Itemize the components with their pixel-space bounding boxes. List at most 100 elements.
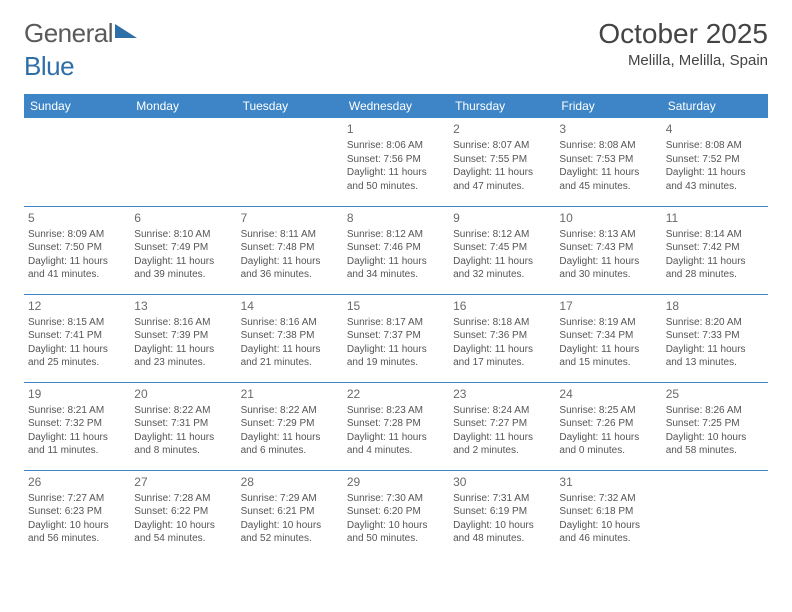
calendar-day-cell: 10Sunrise: 8:13 AMSunset: 7:43 PMDayligh… bbox=[555, 206, 661, 294]
day-info-line: Sunset: 7:46 PM bbox=[347, 241, 445, 255]
calendar-day-cell: 22Sunrise: 8:23 AMSunset: 7:28 PMDayligh… bbox=[343, 382, 449, 470]
day-info-line: Daylight: 10 hours bbox=[453, 519, 551, 533]
day-info-line: and 39 minutes. bbox=[134, 268, 232, 282]
day-info-line: Sunrise: 8:11 AM bbox=[241, 228, 339, 242]
day-info-line: and 36 minutes. bbox=[241, 268, 339, 282]
day-info-line: Sunset: 7:26 PM bbox=[559, 417, 657, 431]
calendar-day-cell: 5Sunrise: 8:09 AMSunset: 7:50 PMDaylight… bbox=[24, 206, 130, 294]
calendar-week-row: 12Sunrise: 8:15 AMSunset: 7:41 PMDayligh… bbox=[24, 294, 768, 382]
day-info-line: Daylight: 11 hours bbox=[347, 343, 445, 357]
calendar-day-cell: 20Sunrise: 8:22 AMSunset: 7:31 PMDayligh… bbox=[130, 382, 236, 470]
day-info-line: Daylight: 11 hours bbox=[559, 431, 657, 445]
day-info-line: Sunrise: 7:28 AM bbox=[134, 492, 232, 506]
day-info-line: and 34 minutes. bbox=[347, 268, 445, 282]
month-title: October 2025 bbox=[598, 18, 768, 50]
day-number: 23 bbox=[453, 386, 551, 402]
day-info-line: Daylight: 10 hours bbox=[666, 431, 764, 445]
day-info-line: Daylight: 11 hours bbox=[241, 343, 339, 357]
calendar-day-cell: 30Sunrise: 7:31 AMSunset: 6:19 PMDayligh… bbox=[449, 470, 555, 558]
weekday-header: Saturday bbox=[662, 94, 768, 118]
day-info-line: and 45 minutes. bbox=[559, 180, 657, 194]
day-info-line: and 50 minutes. bbox=[347, 532, 445, 546]
day-info-line: and 41 minutes. bbox=[28, 268, 126, 282]
day-info-line: and 52 minutes. bbox=[241, 532, 339, 546]
day-info-line: Sunset: 7:56 PM bbox=[347, 153, 445, 167]
day-info-line: Sunset: 7:41 PM bbox=[28, 329, 126, 343]
day-info-line: and 25 minutes. bbox=[28, 356, 126, 370]
day-info-line: Sunset: 7:45 PM bbox=[453, 241, 551, 255]
day-number: 1 bbox=[347, 121, 445, 137]
calendar-day-cell: 25Sunrise: 8:26 AMSunset: 7:25 PMDayligh… bbox=[662, 382, 768, 470]
day-number: 22 bbox=[347, 386, 445, 402]
day-info-line: Sunrise: 8:20 AM bbox=[666, 316, 764, 330]
day-info-line: and 50 minutes. bbox=[347, 180, 445, 194]
day-number: 25 bbox=[666, 386, 764, 402]
calendar-day-cell: 4Sunrise: 8:08 AMSunset: 7:52 PMDaylight… bbox=[662, 118, 768, 206]
day-info-line: Sunset: 6:19 PM bbox=[453, 505, 551, 519]
day-info-line: Sunrise: 8:10 AM bbox=[134, 228, 232, 242]
calendar-week-row: 19Sunrise: 8:21 AMSunset: 7:32 PMDayligh… bbox=[24, 382, 768, 470]
calendar-day-cell: 21Sunrise: 8:22 AMSunset: 7:29 PMDayligh… bbox=[237, 382, 343, 470]
location: Melilla, Melilla, Spain bbox=[598, 52, 768, 69]
day-info-line: Sunrise: 8:08 AM bbox=[559, 139, 657, 153]
calendar-empty-cell bbox=[237, 118, 343, 206]
day-number: 14 bbox=[241, 298, 339, 314]
day-info-line: Sunrise: 8:24 AM bbox=[453, 404, 551, 418]
day-info-line: Daylight: 11 hours bbox=[134, 431, 232, 445]
day-number: 21 bbox=[241, 386, 339, 402]
day-info-line: and 8 minutes. bbox=[134, 444, 232, 458]
day-info-line: Daylight: 11 hours bbox=[241, 431, 339, 445]
day-info-line: Daylight: 11 hours bbox=[134, 343, 232, 357]
calendar-day-cell: 1Sunrise: 8:06 AMSunset: 7:56 PMDaylight… bbox=[343, 118, 449, 206]
calendar-empty-cell bbox=[24, 118, 130, 206]
day-info-line: and 0 minutes. bbox=[559, 444, 657, 458]
calendar-day-cell: 11Sunrise: 8:14 AMSunset: 7:42 PMDayligh… bbox=[662, 206, 768, 294]
day-info-line: Daylight: 11 hours bbox=[28, 343, 126, 357]
logo-word2: Blue bbox=[24, 51, 74, 82]
day-info-line: Sunrise: 7:29 AM bbox=[241, 492, 339, 506]
calendar-page: General October 2025 Melilla, Melilla, S… bbox=[0, 0, 792, 558]
weekday-header: Monday bbox=[130, 94, 236, 118]
title-block: October 2025 Melilla, Melilla, Spain bbox=[598, 18, 768, 69]
calendar-empty-cell bbox=[662, 470, 768, 558]
day-info-line: Sunrise: 8:18 AM bbox=[453, 316, 551, 330]
day-info-line: and 2 minutes. bbox=[453, 444, 551, 458]
calendar-day-cell: 14Sunrise: 8:16 AMSunset: 7:38 PMDayligh… bbox=[237, 294, 343, 382]
logo-triangle-icon bbox=[115, 24, 137, 38]
day-info-line: Daylight: 11 hours bbox=[453, 343, 551, 357]
calendar-day-cell: 15Sunrise: 8:17 AMSunset: 7:37 PMDayligh… bbox=[343, 294, 449, 382]
day-info-line: and 17 minutes. bbox=[453, 356, 551, 370]
day-info-line: Sunset: 7:28 PM bbox=[347, 417, 445, 431]
day-number: 20 bbox=[134, 386, 232, 402]
day-number: 28 bbox=[241, 474, 339, 490]
day-number: 4 bbox=[666, 121, 764, 137]
day-info-line: and 15 minutes. bbox=[559, 356, 657, 370]
day-number: 3 bbox=[559, 121, 657, 137]
day-number: 15 bbox=[347, 298, 445, 314]
calendar-week-row: 26Sunrise: 7:27 AMSunset: 6:23 PMDayligh… bbox=[24, 470, 768, 558]
calendar-day-cell: 2Sunrise: 8:07 AMSunset: 7:55 PMDaylight… bbox=[449, 118, 555, 206]
day-info-line: and 19 minutes. bbox=[347, 356, 445, 370]
day-number: 12 bbox=[28, 298, 126, 314]
day-info-line: Sunset: 6:18 PM bbox=[559, 505, 657, 519]
day-info-line: Daylight: 11 hours bbox=[347, 166, 445, 180]
calendar-day-cell: 31Sunrise: 7:32 AMSunset: 6:18 PMDayligh… bbox=[555, 470, 661, 558]
day-info-line: Sunset: 7:52 PM bbox=[666, 153, 764, 167]
day-number: 11 bbox=[666, 210, 764, 226]
day-info-line: Sunset: 7:49 PM bbox=[134, 241, 232, 255]
day-number: 10 bbox=[559, 210, 657, 226]
day-number: 5 bbox=[28, 210, 126, 226]
calendar-day-cell: 27Sunrise: 7:28 AMSunset: 6:22 PMDayligh… bbox=[130, 470, 236, 558]
day-info-line: Sunrise: 8:25 AM bbox=[559, 404, 657, 418]
day-info-line: Sunset: 7:27 PM bbox=[453, 417, 551, 431]
day-info-line: and 58 minutes. bbox=[666, 444, 764, 458]
day-number: 31 bbox=[559, 474, 657, 490]
day-number: 27 bbox=[134, 474, 232, 490]
day-info-line: Sunrise: 8:19 AM bbox=[559, 316, 657, 330]
day-info-line: Sunrise: 8:26 AM bbox=[666, 404, 764, 418]
calendar-day-cell: 18Sunrise: 8:20 AMSunset: 7:33 PMDayligh… bbox=[662, 294, 768, 382]
day-info-line: and 43 minutes. bbox=[666, 180, 764, 194]
day-number: 9 bbox=[453, 210, 551, 226]
day-info-line: and 6 minutes. bbox=[241, 444, 339, 458]
day-info-line: Sunrise: 8:22 AM bbox=[241, 404, 339, 418]
